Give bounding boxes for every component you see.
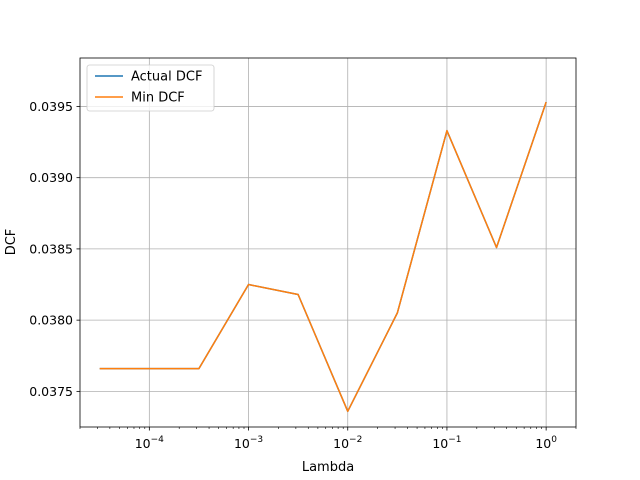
legend: Actual DCF Min DCF — [86, 64, 215, 112]
legend-label-min-dcf: Min DCF — [131, 91, 185, 106]
y-tick-label: 0.0385 — [29, 241, 73, 256]
y-tick-label: 0.0395 — [29, 99, 73, 114]
series-lines — [99, 101, 547, 413]
y-tick-label: 0.0375 — [29, 384, 73, 399]
y-tick-label: 0.0390 — [29, 170, 73, 185]
series-line-min-dcf — [99, 101, 547, 413]
x-axis-label: Lambda — [302, 460, 354, 475]
grid — [80, 58, 576, 427]
plot-frame — [79, 57, 577, 428]
legend-label-actual-dcf: Actual DCF — [131, 70, 202, 85]
y-axis-label: DCF — [4, 229, 19, 256]
y-tick-label: 0.0380 — [29, 313, 73, 328]
